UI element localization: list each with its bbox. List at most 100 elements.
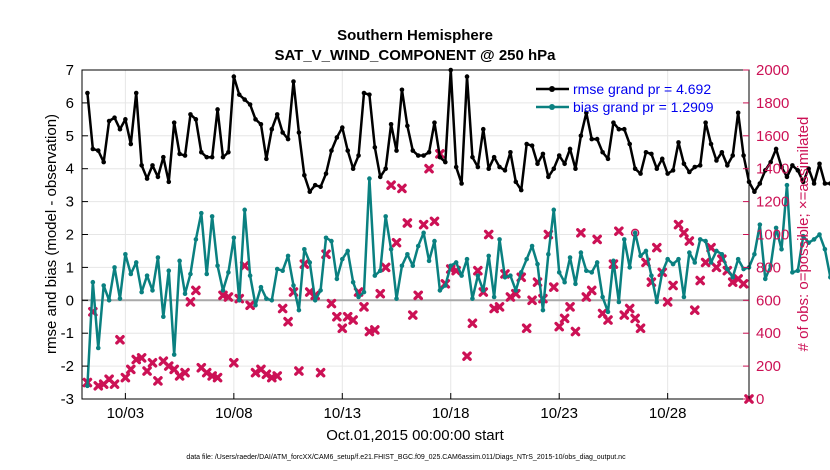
bias-point — [312, 298, 318, 303]
bias-series-line — [86, 177, 830, 386]
obs-assimilated-marker — [337, 323, 348, 334]
rmse-point — [773, 146, 779, 152]
obs-assimilated-marker — [614, 226, 624, 237]
bias-point — [697, 237, 703, 242]
bias-point — [448, 263, 454, 269]
obs-assimilated-marker — [668, 280, 678, 291]
rmse-point — [432, 120, 437, 125]
bias-point — [556, 270, 562, 275]
obs-assimilated-marker — [283, 316, 293, 327]
bias-point — [350, 279, 356, 285]
rmse-point — [101, 159, 106, 165]
rmse-point — [242, 97, 247, 102]
rmse-point — [323, 171, 329, 176]
rmse-point — [513, 179, 519, 185]
obs-assimilated-marker — [413, 290, 424, 301]
rmse-point — [383, 166, 388, 171]
rmse-point — [703, 120, 708, 125]
obs-assimilated-marker — [483, 229, 494, 240]
bias-point — [231, 235, 237, 241]
rmse-point — [247, 102, 253, 107]
rmse-point — [253, 117, 258, 122]
bias-point — [106, 298, 112, 303]
bias-point — [128, 271, 134, 277]
rmse-point — [437, 154, 443, 160]
obs-assimilated-marker — [603, 315, 613, 325]
bias-point — [166, 268, 172, 273]
bias-point — [535, 261, 540, 267]
rmse-point — [643, 149, 649, 155]
legend-rmse-marker — [549, 86, 555, 92]
rmse-point — [654, 166, 660, 171]
rmse-point — [768, 159, 773, 165]
bias-point — [811, 237, 817, 242]
rmse-point — [811, 181, 817, 186]
scatter-layer — [82, 149, 754, 404]
rmse-point — [649, 151, 654, 157]
x-tick-label: 10/23 — [540, 405, 578, 422]
rmse-point — [258, 121, 264, 127]
bias-point — [85, 383, 90, 389]
rmse-point — [280, 130, 285, 135]
bias-point — [410, 263, 416, 269]
rmse-point — [426, 149, 432, 155]
obs-assimilated-marker — [223, 292, 234, 302]
rmse-point — [394, 148, 399, 153]
bias-point — [779, 247, 784, 252]
chart-subtitle: SAT_V_WIND_COMPONENT @ 250 hPa — [274, 47, 556, 64]
rmse-point — [779, 164, 784, 170]
rmse-point — [470, 154, 475, 160]
obs-assimilated-marker — [521, 323, 532, 334]
bias-point — [334, 276, 340, 282]
y2-tick-label: 1000 — [756, 227, 789, 244]
rmse-point — [236, 92, 242, 97]
series-layer — [85, 67, 830, 389]
rmse-point — [784, 174, 790, 180]
x-tick-label: 10/18 — [432, 405, 470, 422]
rmse-point — [573, 166, 578, 171]
obs-assimilated-marker — [332, 311, 342, 322]
y-tick-label: -1 — [61, 325, 74, 342]
legend: rmse grand pr = 4.692 bias grand pr = 1.… — [536, 81, 714, 115]
bias-point — [426, 258, 432, 264]
bias-point — [377, 268, 383, 273]
rmse-point — [800, 179, 806, 185]
obs-assimilated-marker — [120, 372, 131, 383]
bias-point — [632, 230, 638, 236]
obs-assimilated-marker — [738, 279, 749, 289]
bias-point — [356, 294, 361, 300]
chart-title: Southern Hemisphere — [337, 27, 493, 44]
rmse-point — [350, 166, 356, 171]
rmse-point — [215, 107, 220, 112]
rmse-point — [687, 169, 692, 175]
bias-point — [470, 296, 475, 301]
rmse-point — [822, 181, 828, 186]
obs-assimilated-marker — [511, 288, 521, 299]
x-tick-label: 10/13 — [324, 405, 362, 422]
bias-point — [551, 207, 557, 213]
bias-point — [605, 309, 611, 315]
obs-assimilated-marker — [229, 358, 239, 368]
y-tick-label: 7 — [66, 62, 74, 79]
rmse-point — [193, 117, 199, 122]
rmse-point — [139, 163, 144, 168]
bias-point — [817, 232, 822, 237]
obs-assimilated-marker — [462, 351, 472, 362]
rmse-point — [757, 181, 763, 186]
bias-point — [199, 210, 204, 216]
rmse-point — [535, 161, 540, 167]
rmse-point — [264, 156, 269, 162]
rmse-point — [806, 166, 811, 171]
bias-point — [193, 237, 199, 242]
bias-point — [518, 270, 524, 275]
obs-assimilated-marker — [652, 242, 662, 253]
bias-point — [611, 258, 616, 264]
bias-point — [708, 260, 714, 265]
legend-bias-marker — [549, 104, 555, 110]
rmse-point — [269, 126, 275, 132]
bias-point — [784, 182, 790, 188]
rmse-point — [334, 135, 340, 140]
bias-point — [285, 253, 291, 259]
y-tick-label: 4 — [66, 161, 74, 178]
rmse-point — [177, 151, 182, 157]
